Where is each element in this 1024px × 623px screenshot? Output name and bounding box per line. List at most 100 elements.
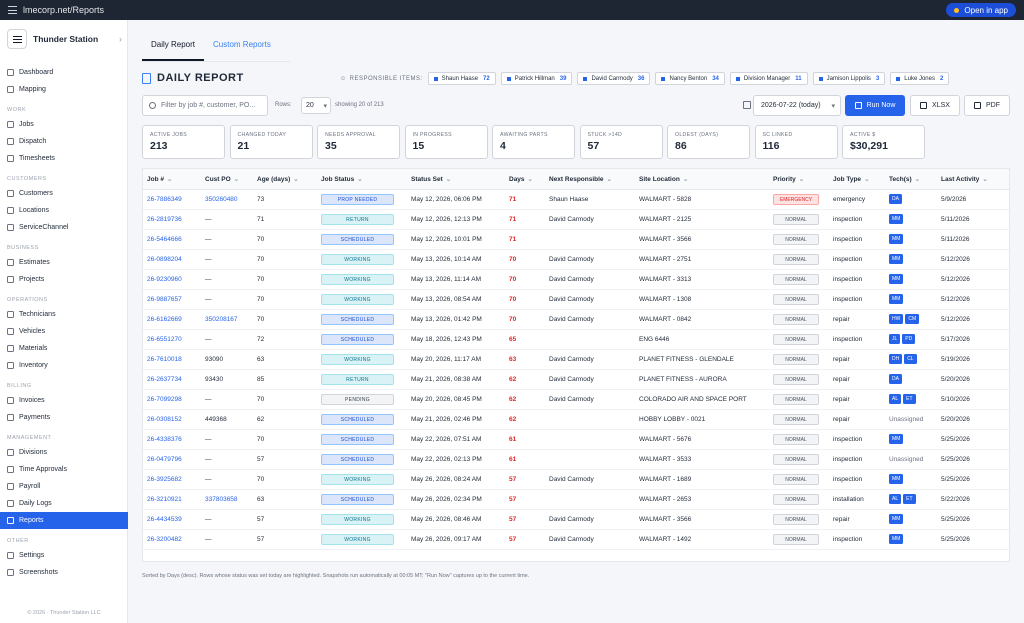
sidebar-item-dashboard[interactable]: Dashboard <box>0 64 128 81</box>
sidebar-item-vehicles[interactable]: Vehicles <box>0 323 128 340</box>
tech-badge[interactable]: AL <box>889 394 902 404</box>
menu-icon[interactable] <box>7 29 27 49</box>
column-header-last-activity[interactable]: Last Activity ⌄ <box>937 169 1009 190</box>
open-in-app-button[interactable]: Open in app <box>946 3 1016 17</box>
job-number-link[interactable]: 26-2819736 <box>143 209 201 230</box>
sidebar-item-locations[interactable]: Locations <box>0 202 128 219</box>
sidebar-item-dispatch[interactable]: Dispatch <box>0 133 128 150</box>
column-header-priority[interactable]: Priority ⌄ <box>769 169 829 190</box>
chevron-right-icon[interactable]: › <box>119 34 122 44</box>
job-number-link[interactable]: 26-7099298 <box>143 389 201 410</box>
responsible-chip[interactable]: Patrick Hillman 39 <box>500 72 573 85</box>
responsible-chip[interactable]: David Carmody 36 <box>577 72 651 85</box>
column-header-next-responsible[interactable]: Next Responsible ⌄ <box>545 169 635 190</box>
table-row[interactable]: 26-0898204—70 WORKING May 13, 2026, 10:14 … <box>143 249 1009 270</box>
responsible-chip[interactable]: Luke Jones 2 <box>890 72 950 85</box>
sidebar-item-daily-logs[interactable]: Daily Logs <box>0 495 128 512</box>
responsible-chip[interactable]: Division Manager 11 <box>729 72 808 85</box>
sidebar-item-invoices[interactable]: Invoices <box>0 392 128 409</box>
tech-badge[interactable]: CM <box>905 314 920 324</box>
tech-badge[interactable]: JL <box>889 334 901 344</box>
tech-badge[interactable]: MM <box>889 474 904 484</box>
table-row[interactable]: 26-3200482—57 WORKING May 26, 2026, 09:17 … <box>143 529 1009 550</box>
tech-badge[interactable]: ET <box>903 394 916 404</box>
job-number-link[interactable]: 26-4434539 <box>143 509 201 530</box>
responsible-chip[interactable]: Jamison Lippolis 3 <box>812 72 886 85</box>
job-number-link[interactable]: 26-3210921 <box>143 489 201 510</box>
tech-badge[interactable]: CL <box>904 354 917 364</box>
table-row[interactable]: 26-0308152 449368 62 SCHEDULED May 21, 2026,… <box>143 409 1009 430</box>
xlsx-button[interactable]: XLSX <box>910 95 960 116</box>
table-row[interactable]: 26-6162669 350208167 70 SCHEDULED May 13, 20… <box>143 309 1009 330</box>
job-number-link[interactable]: 26-7886349 <box>143 189 201 210</box>
job-number-link[interactable]: 26-6162669 <box>143 309 201 330</box>
sidebar-item-servicechannel[interactable]: ServiceChannel <box>0 219 128 236</box>
column-header-status-set[interactable]: Status Set ⌄ <box>407 169 505 190</box>
tab-daily-report[interactable]: Daily Report <box>142 34 205 61</box>
sidebar-item-payroll[interactable]: Payroll <box>0 478 128 495</box>
table-row[interactable]: 26-2819736—71 RETURN May 12, 2026, 12:13 P… <box>143 209 1009 230</box>
sidebar-item-reports[interactable]: Reports <box>0 512 128 529</box>
table-row[interactable]: 26-2637734 93430 85 RETURN May 21, 2026, 08:… <box>143 369 1009 390</box>
tech-badge[interactable]: MM <box>889 234 904 244</box>
tech-badge[interactable]: MM <box>889 274 904 284</box>
column-header-days[interactable]: Days ⌄ <box>505 169 545 190</box>
pdf-button[interactable]: PDF <box>964 95 1010 116</box>
column-header-job[interactable]: Job # ⌄ <box>143 169 201 190</box>
job-number-link[interactable]: 26-0479796 <box>143 449 201 470</box>
column-header-tech-s[interactable]: Tech(s) ⌄ <box>885 169 937 190</box>
job-number-link[interactable]: 26-0308152 <box>143 409 201 430</box>
column-header-job-type[interactable]: Job Type ⌄ <box>829 169 885 190</box>
run-now-button[interactable]: Run Now <box>845 95 905 116</box>
search-input[interactable]: Filter by job #, customer, PO... <box>161 102 256 109</box>
sidebar-item-timesheets[interactable]: Timesheets <box>0 150 128 167</box>
tech-badge[interactable]: HW <box>889 314 904 324</box>
column-header-cust-po[interactable]: Cust PO ⌄ <box>201 169 253 190</box>
sidebar-item-jobs[interactable]: Jobs <box>0 116 128 133</box>
column-header-job-status[interactable]: Job Status ⌄ <box>317 169 407 190</box>
cust-po-link[interactable]: 350260480 <box>205 195 238 203</box>
sidebar-item-customers[interactable]: Customers <box>0 185 128 202</box>
tech-badge[interactable]: PD <box>902 334 916 344</box>
tech-badge[interactable]: DH <box>889 354 903 364</box>
tech-badge[interactable]: DA <box>889 374 902 384</box>
tune-icon[interactable] <box>8 6 17 14</box>
job-number-link[interactable]: 26-4338376 <box>143 429 201 450</box>
cust-po-link[interactable]: 350208167 <box>205 315 238 323</box>
tech-badge[interactable]: MM <box>889 214 904 224</box>
job-number-link[interactable]: 26-3925682 <box>143 469 201 490</box>
cust-po-link[interactable]: 337803658 <box>205 495 238 503</box>
tech-badge[interactable]: ET <box>903 494 916 504</box>
table-row[interactable]: 26-4434539—57 WORKING May 26, 2026, 08:46 … <box>143 509 1009 530</box>
tech-badge[interactable]: MM <box>889 514 904 524</box>
search-box[interactable]: Filter by job #, customer, PO... <box>142 95 268 116</box>
job-number-link[interactable]: 26-9230960 <box>143 269 201 290</box>
date-select[interactable]: 2026-07-22 (today) <box>753 95 841 116</box>
table-row[interactable]: 26-0479796—57 SCHEDULED May 22, 2026, 02:1… <box>143 449 1009 470</box>
tab-custom-reports[interactable]: Custom Reports <box>213 40 271 49</box>
job-number-link[interactable]: 26-6551270 <box>143 329 201 350</box>
tech-badge[interactable]: DA <box>889 194 902 204</box>
table-row[interactable]: 26-7610018 93090 63 WORKING May 20, 2026, 11… <box>143 349 1009 370</box>
sidebar-item-technicians[interactable]: Technicians <box>0 306 128 323</box>
sidebar-item-screenshots[interactable]: Screenshots <box>0 564 128 581</box>
sidebar-item-payments[interactable]: Payments <box>0 409 128 426</box>
sidebar-item-materials[interactable]: Materials <box>0 340 128 357</box>
tech-badge[interactable]: MM <box>889 254 904 264</box>
responsible-chip[interactable]: Shaun Haase 72 <box>427 72 496 85</box>
sidebar-item-mapping[interactable]: Mapping <box>0 81 128 98</box>
job-number-link[interactable]: 26-0898204 <box>143 249 201 270</box>
table-row[interactable]: 26-3925682—70 WORKING May 26, 2026, 08:24 … <box>143 469 1009 490</box>
tech-badge[interactable]: MM <box>889 294 904 304</box>
table-row[interactable]: 26-7099298—70 PENDING May 20, 2026, 08:45 … <box>143 389 1009 410</box>
sidebar-item-projects[interactable]: Projects <box>0 271 128 288</box>
tech-badge[interactable]: AL <box>889 494 902 504</box>
sidebar-item-estimates[interactable]: Estimates <box>0 254 128 271</box>
column-header-site-location[interactable]: Site Location ⌄ <box>635 169 769 190</box>
tech-badge[interactable]: MM <box>889 434 904 444</box>
responsible-chip[interactable]: Nancy Benton 34 <box>655 72 725 85</box>
sidebar-item-inventory[interactable]: Inventory <box>0 357 128 374</box>
sidebar-item-settings[interactable]: Settings <box>0 547 128 564</box>
table-row[interactable]: 26-4338376—70 SCHEDULED May 22, 2026, 07:5… <box>143 429 1009 450</box>
table-row[interactable]: 26-7886349 350260480 73 PROP NEEDED May 12, … <box>143 189 1009 210</box>
